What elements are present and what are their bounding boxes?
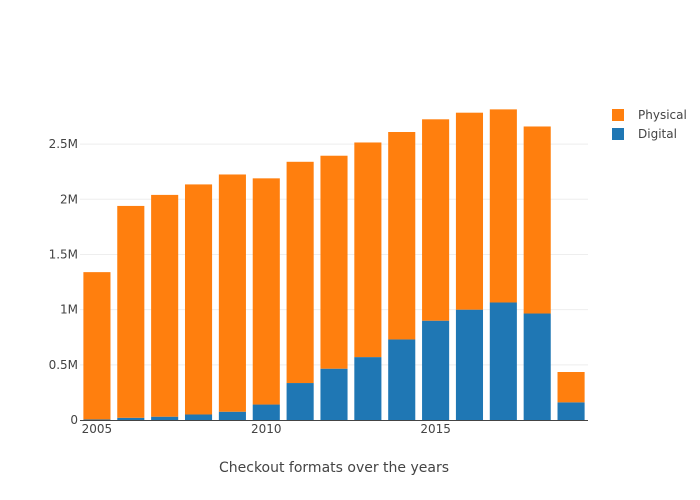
bar-digital-2017[interactable] xyxy=(489,302,517,420)
bar-digital-2010[interactable] xyxy=(252,404,280,420)
bar-physical-2006[interactable] xyxy=(117,205,145,418)
legend-item-digital[interactable]: Digital xyxy=(612,127,677,141)
bar-physical-2011[interactable] xyxy=(286,161,314,384)
bar-physical-2009[interactable] xyxy=(218,174,246,412)
bar-digital-2006[interactable] xyxy=(117,417,145,420)
x-axis-title: Checkout formats over the years xyxy=(219,460,449,476)
bar-digital-2007[interactable] xyxy=(151,416,179,420)
bar-digital-2011[interactable] xyxy=(286,383,314,420)
x-tick-label: 2010 xyxy=(251,422,282,436)
bar-physical-2008[interactable] xyxy=(184,184,213,415)
bar-physical-2012[interactable] xyxy=(320,155,348,369)
bar-digital-2012[interactable] xyxy=(320,368,348,420)
x-tick-label: 2005 xyxy=(82,422,113,436)
bar-physical-2007[interactable] xyxy=(151,194,179,417)
y-tick-label: 2M xyxy=(60,192,78,206)
y-tick-label: 0.5M xyxy=(49,358,78,372)
y-tick-label: 1.5M xyxy=(49,247,78,261)
bar-physical-2017[interactable] xyxy=(489,109,517,303)
bar-digital-2008[interactable] xyxy=(184,414,213,420)
legend-label: Physical xyxy=(638,108,687,122)
bar-physical-2015[interactable] xyxy=(422,119,450,321)
y-tick-label: 2.5M xyxy=(49,137,78,151)
y-tick-label: 0 xyxy=(70,413,78,427)
x-tick-label: 2015 xyxy=(420,422,451,436)
bar-digital-2015[interactable] xyxy=(422,320,450,420)
legend-swatch-physical xyxy=(612,109,624,121)
legend-swatch-digital xyxy=(612,128,624,140)
y-axis-ticks: 0 0.5M 1M 1.5M 2M 2.5M xyxy=(49,137,78,427)
bar-digital-2019[interactable] xyxy=(557,402,585,420)
legend[interactable]: Physical Digital xyxy=(612,108,687,141)
bar-digital-2014[interactable] xyxy=(388,339,416,420)
bar-physical-2010[interactable] xyxy=(252,178,280,405)
bar-digital-2018[interactable] xyxy=(523,313,551,420)
bar-digital-2013[interactable] xyxy=(354,357,382,420)
bar-physical-2005[interactable] xyxy=(83,272,111,420)
x-axis-ticks: 2005 2010 2015 xyxy=(82,422,451,436)
bar-physical-2019[interactable] xyxy=(557,372,585,403)
y-tick-label: 1M xyxy=(60,303,78,317)
bar-digital-2005[interactable] xyxy=(83,419,111,420)
bar-digital-2009[interactable] xyxy=(218,411,246,420)
bar-physical-2016[interactable] xyxy=(455,112,484,310)
legend-item-physical[interactable]: Physical xyxy=(612,108,687,122)
bar-physical-2018[interactable] xyxy=(523,126,551,314)
bar-physical-2013[interactable] xyxy=(354,142,382,358)
bars xyxy=(83,109,585,420)
bar-physical-2014[interactable] xyxy=(388,132,416,340)
legend-label: Digital xyxy=(638,127,677,141)
bar-digital-2016[interactable] xyxy=(455,309,484,420)
